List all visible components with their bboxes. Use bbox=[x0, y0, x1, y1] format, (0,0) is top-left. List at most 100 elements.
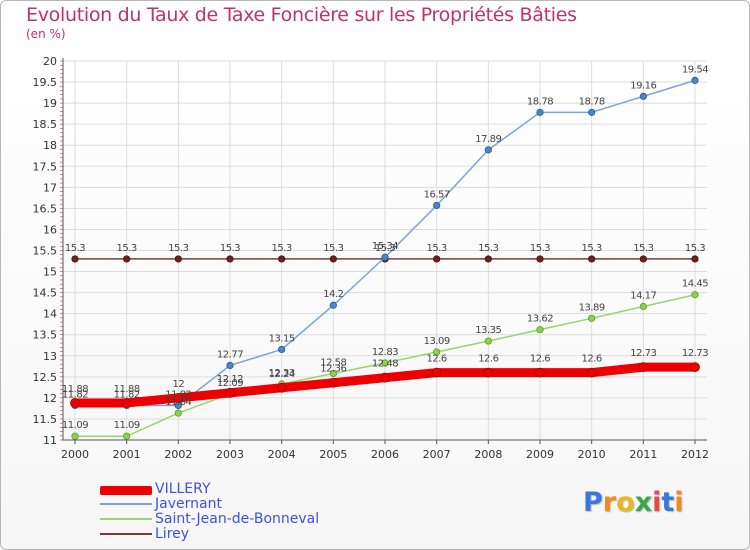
data-label-villery: 12.6 bbox=[478, 354, 498, 365]
data-label-javernant: 13.15 bbox=[269, 333, 295, 344]
data-label-lirey: 15.3 bbox=[478, 243, 498, 254]
x-tick-label: 2005 bbox=[319, 448, 347, 461]
data-label-lirey: 15.3 bbox=[685, 243, 705, 254]
data-label-saint-jean-de-bonneval: 14.17 bbox=[630, 291, 656, 302]
data-point-saint-jean-de-bonneval bbox=[639, 302, 647, 311]
data-point-saint-jean-de-bonneval bbox=[691, 291, 699, 299]
data-label-villery: 12.24 bbox=[269, 369, 295, 380]
x-tick-label: 2001 bbox=[113, 448, 141, 461]
data-label-javernant: 19.54 bbox=[682, 64, 708, 75]
y-tick-label: 16.5 bbox=[33, 202, 58, 215]
data-label-lirey: 15.3 bbox=[220, 243, 240, 254]
data-label-lirey: 15.3 bbox=[117, 243, 137, 254]
data-label-lirey: 15.3 bbox=[65, 243, 85, 254]
legend-swatch-saint-jean bbox=[100, 518, 152, 520]
x-tick-label: 2007 bbox=[423, 448, 451, 461]
legend-label-javernant: Javernant bbox=[155, 496, 222, 512]
logo-letter: P bbox=[583, 487, 603, 518]
data-point-lirey bbox=[71, 255, 79, 263]
x-tick-label: 2006 bbox=[371, 448, 399, 461]
data-point-javernant bbox=[278, 345, 286, 354]
data-label-villery: 12.48 bbox=[372, 359, 398, 370]
legend-item-lirey: Lirey bbox=[100, 526, 400, 543]
data-point-lirey bbox=[329, 255, 337, 263]
data-label-saint-jean-de-bonneval: 13.89 bbox=[579, 302, 605, 313]
data-label-villery: 12.73 bbox=[682, 348, 708, 359]
legend-swatch-lirey bbox=[100, 533, 152, 535]
x-tick-label: 2003 bbox=[216, 448, 244, 461]
legend-item-saint-jean: Saint-Jean-de-Bonneval bbox=[100, 511, 400, 528]
y-tick-label: 14.5 bbox=[33, 287, 58, 300]
data-label-javernant: 15.34 bbox=[372, 241, 398, 252]
data-label-saint-jean-de-bonneval: 13.35 bbox=[475, 325, 501, 336]
data-label-javernant: 18.78 bbox=[527, 96, 553, 107]
data-point-lirey bbox=[174, 255, 182, 263]
y-tick-label: 18 bbox=[43, 139, 57, 152]
data-label-villery: 12.6 bbox=[582, 354, 602, 365]
data-point-lirey bbox=[123, 255, 131, 263]
data-label-javernant: 17.89 bbox=[475, 134, 501, 145]
data-label-villery: 12 bbox=[172, 379, 184, 390]
chart-title: Evolution du Taux de Taxe Foncière sur l… bbox=[26, 4, 577, 26]
data-point-lirey bbox=[536, 255, 544, 263]
data-point-villery bbox=[483, 367, 494, 378]
data-point-saint-jean-de-bonneval bbox=[329, 369, 337, 378]
data-label-javernant: 14.2 bbox=[323, 289, 343, 300]
data-label-saint-jean-de-bonneval: 11.64 bbox=[165, 397, 191, 408]
data-point-villery bbox=[535, 367, 545, 378]
y-tick-label: 17.5 bbox=[33, 160, 58, 173]
data-label-saint-jean-de-bonneval: 12.58 bbox=[320, 357, 346, 368]
data-point-javernant bbox=[639, 92, 647, 100]
y-tick-label: 12 bbox=[43, 392, 57, 405]
data-point-lirey bbox=[588, 255, 596, 263]
y-tick-label: 16 bbox=[43, 223, 57, 236]
data-label-saint-jean-de-bonneval: 13.09 bbox=[424, 336, 450, 347]
data-point-javernant bbox=[329, 301, 337, 309]
data-label-villery: 12.6 bbox=[530, 354, 550, 365]
legend-label-lirey: Lirey bbox=[155, 526, 190, 542]
data-point-villery bbox=[431, 367, 442, 378]
data-point-lirey bbox=[278, 255, 286, 263]
data-label-saint-jean-de-bonneval: 14.45 bbox=[682, 279, 708, 290]
logo-letter: o bbox=[616, 487, 635, 518]
y-tick-label: 14 bbox=[43, 308, 57, 321]
x-tick-label: 2000 bbox=[61, 448, 89, 461]
x-tick-label: 2009 bbox=[526, 448, 554, 461]
data-point-javernant bbox=[691, 76, 699, 84]
proxiti-logo: Proxiti bbox=[583, 487, 684, 518]
y-tick-label: 15.5 bbox=[33, 245, 58, 258]
data-point-saint-jean-de-bonneval bbox=[71, 432, 79, 440]
x-tick-label: 2010 bbox=[578, 448, 606, 461]
data-label-lirey: 15.3 bbox=[168, 243, 188, 254]
data-label-villery: 12.6 bbox=[427, 354, 447, 365]
data-label-lirey: 15.3 bbox=[427, 243, 447, 254]
data-point-javernant bbox=[536, 108, 544, 116]
logo-letter: i bbox=[652, 487, 662, 518]
data-label-saint-jean-de-bonneval: 12.09 bbox=[217, 378, 243, 389]
legend-label-villery: VILLERY bbox=[155, 481, 211, 497]
legend: VILLERY Javernant Saint-Jean-de-Bonneval… bbox=[100, 481, 400, 543]
data-point-villery bbox=[586, 367, 597, 378]
data-point-villery bbox=[690, 362, 700, 373]
data-point-lirey bbox=[226, 255, 234, 263]
data-label-lirey: 15.3 bbox=[582, 243, 602, 254]
data-point-saint-jean-de-bonneval bbox=[174, 409, 182, 417]
logo-letter: x bbox=[634, 487, 653, 518]
data-label-villery: 11.88 bbox=[62, 384, 88, 395]
legend-label-saint-jean: Saint-Jean-de-Bonneval bbox=[155, 511, 320, 527]
legend-swatch-villery bbox=[100, 486, 152, 495]
y-tick-label: 19.5 bbox=[33, 76, 58, 89]
logo-letter: t bbox=[661, 487, 675, 518]
data-point-javernant bbox=[588, 108, 596, 116]
y-tick-label: 20 bbox=[43, 55, 57, 68]
data-point-villery bbox=[121, 398, 132, 408]
data-label-villery: 11.88 bbox=[114, 384, 140, 395]
data-label-javernant: 11.82 bbox=[62, 389, 88, 400]
y-tick-label: 13 bbox=[43, 350, 57, 363]
data-label-saint-jean-de-bonneval: 11.09 bbox=[114, 420, 140, 431]
data-point-saint-jean-de-bonneval bbox=[123, 432, 131, 440]
data-point-lirey bbox=[639, 255, 647, 263]
legend-swatch-javernant bbox=[100, 503, 152, 505]
data-point-villery bbox=[70, 398, 80, 408]
x-tick-label: 2002 bbox=[164, 448, 192, 461]
